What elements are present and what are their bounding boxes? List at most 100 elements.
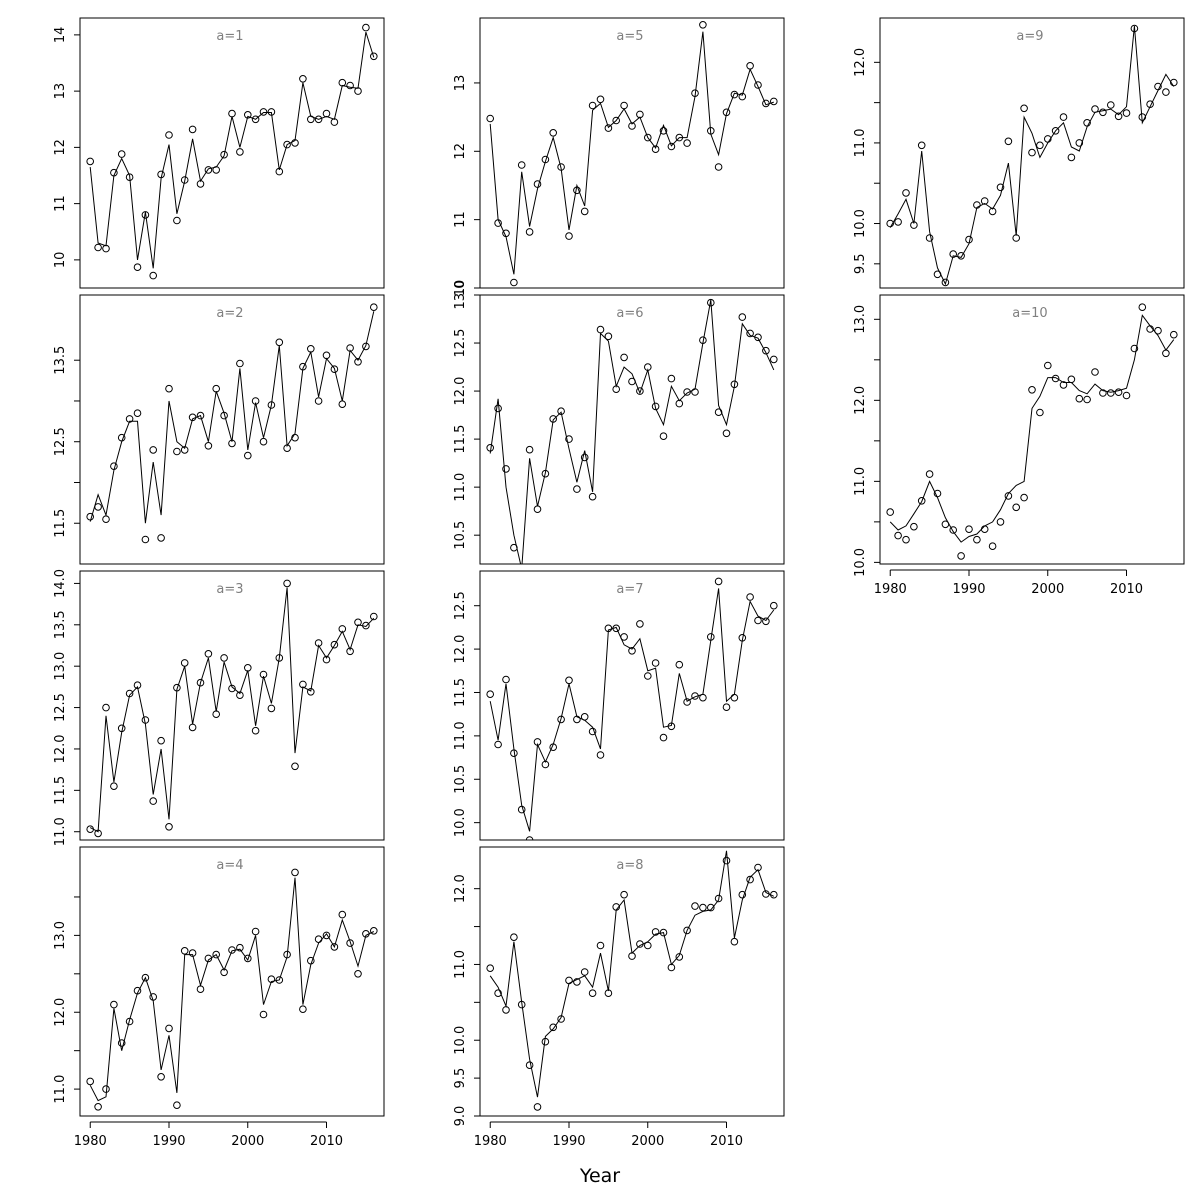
- y-tick-label: 13.5: [53, 346, 68, 375]
- data-point: [1012, 503, 1021, 512]
- data-point: [299, 680, 307, 689]
- data-point: [1170, 78, 1178, 87]
- panel-title: a=1: [216, 29, 243, 44]
- data-point: [212, 166, 220, 174]
- data-point: [322, 109, 331, 118]
- y-tick-label: 10.5: [453, 521, 468, 550]
- data-point: [86, 1077, 94, 1086]
- data-point: [110, 168, 118, 177]
- data-point: [1051, 127, 1060, 135]
- data-point: [275, 338, 284, 347]
- data-point: [683, 139, 691, 147]
- data-point: [612, 116, 621, 125]
- data-point: [307, 345, 315, 353]
- data-point: [933, 489, 942, 498]
- data-point: [886, 219, 895, 228]
- data-point: [636, 387, 644, 395]
- data-point: [259, 437, 268, 446]
- panel-frame: [479, 294, 785, 565]
- data-point: [204, 166, 213, 174]
- data-point: [541, 1037, 550, 1046]
- data-point: [362, 621, 370, 630]
- y-tick-label: 12.0: [453, 635, 468, 664]
- panel-frame: [479, 17, 785, 289]
- data-point: [754, 81, 762, 89]
- data-point: [730, 693, 739, 702]
- data-point: [683, 698, 691, 706]
- x-tick-label: 1980: [474, 1134, 507, 1149]
- y-tick-label: 12.0: [453, 874, 468, 903]
- data-point: [738, 890, 747, 899]
- data-point: [370, 612, 378, 621]
- y-tick-label: 12: [453, 143, 468, 160]
- y-tick-label: 13.0: [453, 281, 468, 310]
- data-point: [894, 218, 902, 226]
- panel-title: a=7: [616, 582, 643, 597]
- data-point: [494, 219, 502, 227]
- data-point: [573, 978, 581, 986]
- data-point: [157, 736, 165, 745]
- data-point: [902, 189, 910, 197]
- panel-10: a=10 10.0 11.0 12.0 13.0 1980 1990 2000 2010: [853, 294, 1185, 597]
- data-point: [180, 947, 189, 955]
- data-point: [730, 937, 739, 946]
- data-point: [557, 407, 565, 416]
- data-point: [307, 956, 315, 965]
- data-point: [1091, 105, 1099, 113]
- data-point: [1028, 386, 1036, 394]
- panel-6: a=6 10.5 11.0 11.5 12.0 12.5 13.0: [453, 281, 785, 565]
- plot-area: [886, 24, 1178, 287]
- data-point: [157, 534, 165, 542]
- y-tick-label: 12.5: [453, 591, 468, 620]
- data-point: [141, 973, 150, 982]
- data-point: [117, 724, 126, 733]
- data-point: [573, 715, 581, 724]
- data-point: [494, 740, 502, 749]
- fitted-line: [89, 877, 375, 1102]
- y-tick-label: 11: [453, 211, 468, 228]
- data-point: [1107, 389, 1115, 397]
- data-point: [291, 762, 299, 771]
- data-point: [502, 675, 510, 684]
- data-point: [675, 399, 684, 408]
- data-point: [228, 439, 236, 448]
- data-point: [714, 163, 723, 171]
- data-point: [180, 659, 189, 667]
- data-point: [133, 409, 142, 418]
- data-point: [251, 115, 260, 124]
- y-tick-label: 12.0: [53, 734, 68, 763]
- data-point: [659, 733, 668, 742]
- y-tick-label: 12.5: [53, 693, 68, 722]
- data-point: [902, 535, 910, 544]
- data-point: [94, 1103, 102, 1111]
- plot-area: [86, 579, 378, 838]
- data-point: [314, 935, 323, 944]
- data-point: [110, 1000, 118, 1009]
- data-point: [204, 650, 213, 658]
- data-point: [525, 228, 534, 236]
- data-point: [580, 713, 589, 721]
- plot-area: [486, 850, 778, 1111]
- data-point: [762, 346, 770, 355]
- data-point: [275, 654, 284, 662]
- data-point: [699, 693, 707, 702]
- data-point: [141, 716, 150, 724]
- data-point: [486, 964, 495, 973]
- y-tick-label: 12.0: [853, 48, 868, 77]
- data-point: [762, 617, 770, 626]
- data-point: [196, 678, 205, 687]
- y-tick-label: 11.0: [53, 1075, 68, 1104]
- data-point: [165, 1024, 173, 1033]
- data-point: [573, 485, 581, 493]
- data-point: [173, 216, 181, 225]
- data-point: [212, 950, 220, 959]
- data-point: [533, 1103, 542, 1111]
- plot-area: [486, 577, 778, 840]
- data-point: [1107, 101, 1115, 109]
- data-point: [1059, 113, 1068, 121]
- data-point: [1170, 330, 1178, 339]
- data-point: [730, 380, 739, 389]
- data-point: [314, 397, 323, 405]
- y-tick-label: 11.0: [853, 467, 868, 496]
- data-point: [683, 926, 691, 935]
